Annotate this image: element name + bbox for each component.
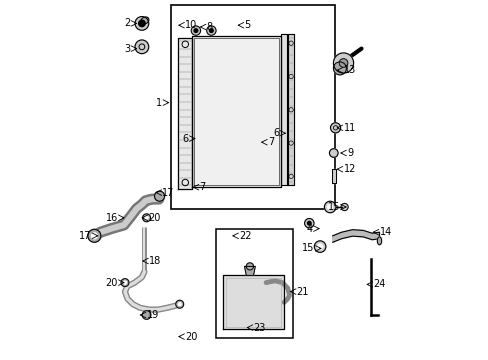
Text: 22: 22 [239,231,251,241]
Polygon shape [223,275,284,329]
Circle shape [145,216,148,219]
Circle shape [142,311,151,319]
Circle shape [135,40,148,54]
Circle shape [340,203,347,211]
Text: 20: 20 [105,278,118,288]
Polygon shape [281,34,286,185]
Text: 4: 4 [306,224,312,234]
Circle shape [91,233,97,239]
Text: 14: 14 [379,227,391,237]
Polygon shape [178,38,192,189]
Circle shape [142,214,150,222]
Text: 9: 9 [346,148,352,158]
Circle shape [324,201,335,213]
Circle shape [304,219,313,228]
Text: 12: 12 [343,164,355,174]
Text: 6: 6 [182,134,188,144]
Bar [215,229,292,338]
Circle shape [327,204,332,210]
Circle shape [317,244,322,249]
Polygon shape [332,230,379,244]
Circle shape [314,241,325,252]
Bar [170,5,334,209]
Polygon shape [192,36,280,187]
Text: 5: 5 [244,20,250,30]
Text: 13: 13 [343,65,355,75]
Polygon shape [244,266,255,275]
Text: 10: 10 [185,20,197,30]
Text: 17: 17 [162,188,174,198]
Circle shape [333,53,353,73]
Circle shape [88,229,101,242]
Circle shape [307,221,310,225]
Circle shape [339,59,347,67]
Text: 6: 6 [273,128,279,138]
Text: 7: 7 [267,137,274,147]
Circle shape [139,20,145,27]
Circle shape [333,126,337,130]
Circle shape [175,300,183,308]
Polygon shape [287,34,294,185]
Text: 23: 23 [253,323,265,333]
Circle shape [246,263,253,270]
Circle shape [209,29,213,32]
Circle shape [194,29,197,32]
Text: 15: 15 [302,243,314,253]
Text: 2: 2 [124,18,130,28]
Ellipse shape [377,237,381,245]
Text: 18: 18 [149,256,161,266]
Circle shape [329,149,337,157]
Text: 8: 8 [206,22,212,32]
Text: 15: 15 [327,202,339,212]
Ellipse shape [141,17,148,24]
Text: 3: 3 [124,44,130,54]
Text: 24: 24 [373,279,385,289]
Circle shape [333,62,346,75]
Circle shape [139,44,144,50]
Text: 20: 20 [185,332,197,342]
Text: 19: 19 [146,310,159,320]
Text: 21: 21 [296,287,308,297]
Circle shape [178,303,181,306]
Circle shape [121,279,129,287]
Text: 7: 7 [199,182,205,192]
Circle shape [206,26,216,35]
Text: 16: 16 [105,213,118,223]
Circle shape [330,123,340,133]
Circle shape [154,191,164,201]
Circle shape [123,281,126,284]
Circle shape [135,17,148,30]
Polygon shape [331,169,335,183]
Text: 17: 17 [79,231,91,241]
Text: 20: 20 [148,213,161,223]
Text: 1: 1 [156,98,162,108]
Circle shape [191,26,200,35]
Text: 11: 11 [343,123,355,133]
